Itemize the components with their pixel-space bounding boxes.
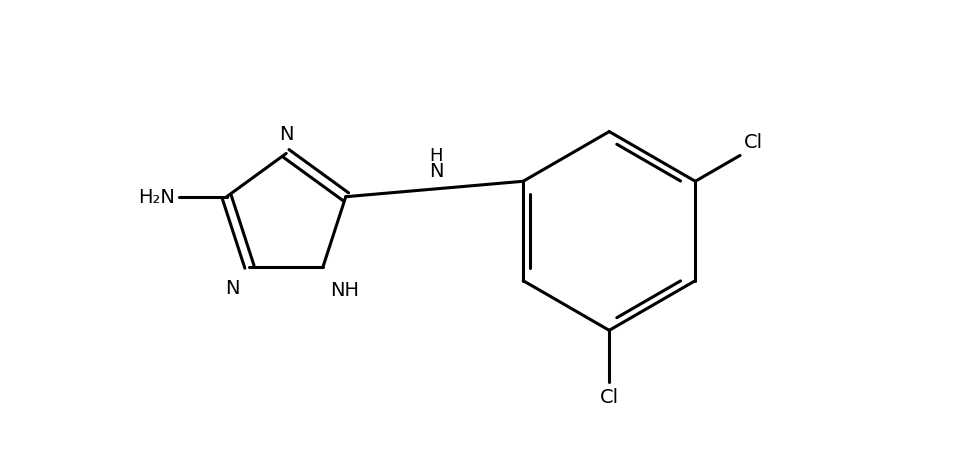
Text: N: N <box>278 124 293 143</box>
Text: NH: NH <box>330 280 359 299</box>
Text: N: N <box>429 162 444 181</box>
Text: Cl: Cl <box>600 387 619 406</box>
Text: N: N <box>225 278 240 297</box>
Text: Cl: Cl <box>744 133 763 152</box>
Text: H₂N: H₂N <box>138 188 175 207</box>
Text: H: H <box>429 147 443 165</box>
